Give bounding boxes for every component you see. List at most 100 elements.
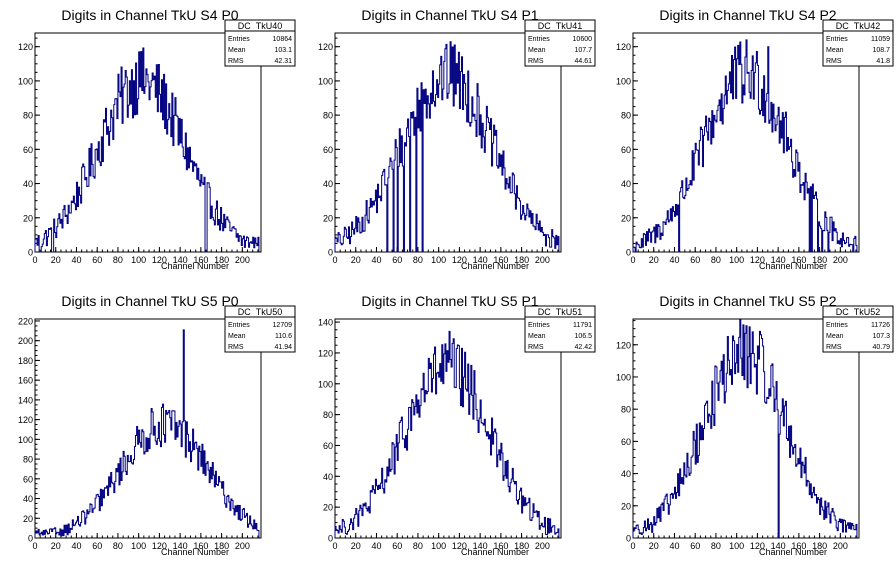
x-tick-label: 20 (351, 541, 361, 551)
x-tick-label: 120 (152, 255, 167, 265)
x-tick-label: 200 (833, 255, 848, 265)
x-tick-label: 180 (214, 255, 229, 265)
stats-rms-value: 44.61 (574, 58, 592, 65)
stats-entries-label: Entries (228, 36, 250, 43)
stats-box: DC_TkU42 Entries 11059 Mean 108.7 RMS 41.8 (822, 19, 894, 67)
x-tick-label: 40 (71, 255, 81, 265)
x-tick-label: 100 (431, 255, 446, 265)
stats-mean-value: 110.6 (275, 333, 292, 340)
y-tick-label: 120 (18, 415, 33, 425)
chart-title: Digits in Channel TkU S4 P0 (61, 7, 238, 23)
plot-frame (334, 318, 562, 539)
y-tick-label: 40 (621, 179, 631, 189)
y-tick-label: 120 (318, 42, 333, 52)
x-tick-label: 80 (113, 255, 123, 265)
stats-name: DC_TkU42 (836, 21, 881, 31)
y-tick-label: 100 (616, 372, 631, 382)
y-tick-label: 100 (18, 76, 33, 86)
x-tick-label: 40 (71, 541, 81, 551)
histogram-series (34, 47, 260, 253)
x-tick-label: 120 (452, 255, 467, 265)
x-tick-label: 0 (630, 255, 635, 265)
y-tick-label: 60 (23, 474, 33, 484)
stats-mean-label: Mean (228, 333, 246, 340)
x-tick-label: 80 (413, 255, 423, 265)
y-tick-label: 20 (23, 213, 33, 223)
chart-title: Digits in Channel TkU S4 P1 (361, 7, 538, 23)
y-tick-label: 20 (323, 503, 333, 513)
y-tick-label: 20 (23, 514, 33, 524)
plot-frame (34, 318, 262, 539)
y-tick-label: 40 (23, 494, 33, 504)
stats-entries-value: 11059 (871, 36, 890, 43)
x-tick-label: 100 (729, 255, 744, 265)
histogram-series (334, 330, 560, 538)
x-tick-label: 20 (649, 541, 659, 551)
stats-box-frame (524, 305, 596, 353)
y-tick-label: 80 (621, 111, 631, 121)
x-tick-label: 200 (535, 255, 550, 265)
stats-rms-label: RMS (528, 58, 544, 65)
x-tick-label: 100 (431, 541, 446, 551)
y-tick-label: 20 (621, 501, 631, 511)
histogram-series (632, 39, 858, 253)
stats-box: DC_TkU52 Entries 11726 Mean 107.3 RMS 40.79 (822, 305, 894, 353)
x-tick-label: 20 (51, 541, 61, 551)
x-tick-label: 60 (690, 541, 700, 551)
y-tick-label: 0 (626, 248, 631, 258)
histogram-panel: Digits in Channel TkU S5 P1 0 20 40 60 80 100 1… (318, 293, 596, 557)
stats-rms-value: 42.42 (574, 344, 592, 351)
y-tick-label: 100 (616, 76, 631, 86)
x-tick-label: 0 (32, 541, 37, 551)
stats-entries-value: 12709 (273, 322, 293, 329)
chart-title: Digits in Channel TkU S5 P2 (659, 293, 836, 309)
x-tick-label: 180 (214, 541, 229, 551)
chart-title: Digits in Channel TkU S5 P0 (61, 293, 238, 309)
y-tick-label: 80 (23, 455, 33, 465)
x-tick-label: 80 (113, 541, 123, 551)
x-tick-label: 80 (413, 541, 423, 551)
stats-box-frame (822, 305, 894, 353)
y-tick-label: 60 (621, 145, 631, 155)
stats-rms-label: RMS (826, 344, 842, 351)
x-tick-label: 20 (649, 255, 659, 265)
x-axis-label: Channel Number (461, 547, 529, 557)
y-tick-label: 20 (323, 213, 333, 223)
stats-mean-label: Mean (826, 47, 844, 54)
stats-rms-value: 41.8 (876, 58, 890, 65)
x-tick-label: 120 (152, 541, 167, 551)
x-tick-label: 0 (332, 541, 337, 551)
x-tick-label: 80 (711, 255, 721, 265)
y-tick-label: 20 (621, 213, 631, 223)
y-tick-label: 0 (28, 248, 33, 258)
x-tick-label: 200 (235, 541, 250, 551)
y-tick-label: 200 (18, 336, 33, 346)
y-tick-label: 80 (621, 405, 631, 415)
x-tick-label: 20 (51, 255, 61, 265)
stats-box: DC_TkU50 Entries 12709 Mean 110.6 RMS 41.94 (224, 305, 296, 353)
stats-entries-label: Entries (826, 322, 848, 329)
stats-mean-label: Mean (228, 47, 246, 54)
stats-rms-label: RMS (528, 344, 544, 351)
y-tick-label: 120 (18, 42, 33, 52)
plot-frame (632, 32, 860, 253)
y-tick-label: 120 (616, 340, 631, 350)
stats-mean-value: 107.3 (872, 333, 890, 340)
stats-entries-label: Entries (528, 36, 550, 43)
y-tick-label: 120 (616, 42, 631, 52)
y-tick-label: 40 (23, 179, 33, 189)
y-tick-label: 40 (621, 469, 631, 479)
stats-entries-value: 11726 (871, 322, 890, 329)
stats-name: DC_TkU50 (238, 307, 283, 317)
x-tick-label: 140 (771, 255, 786, 265)
y-tick-label: 100 (318, 76, 333, 86)
x-tick-label: 40 (371, 541, 381, 551)
y-tick-label: 60 (323, 441, 333, 451)
x-axis-label: Channel Number (161, 547, 229, 557)
y-tick-label: 80 (23, 111, 33, 121)
y-tick-label: 100 (318, 379, 333, 389)
x-tick-label: 60 (392, 255, 402, 265)
x-tick-label: 140 (771, 541, 786, 551)
